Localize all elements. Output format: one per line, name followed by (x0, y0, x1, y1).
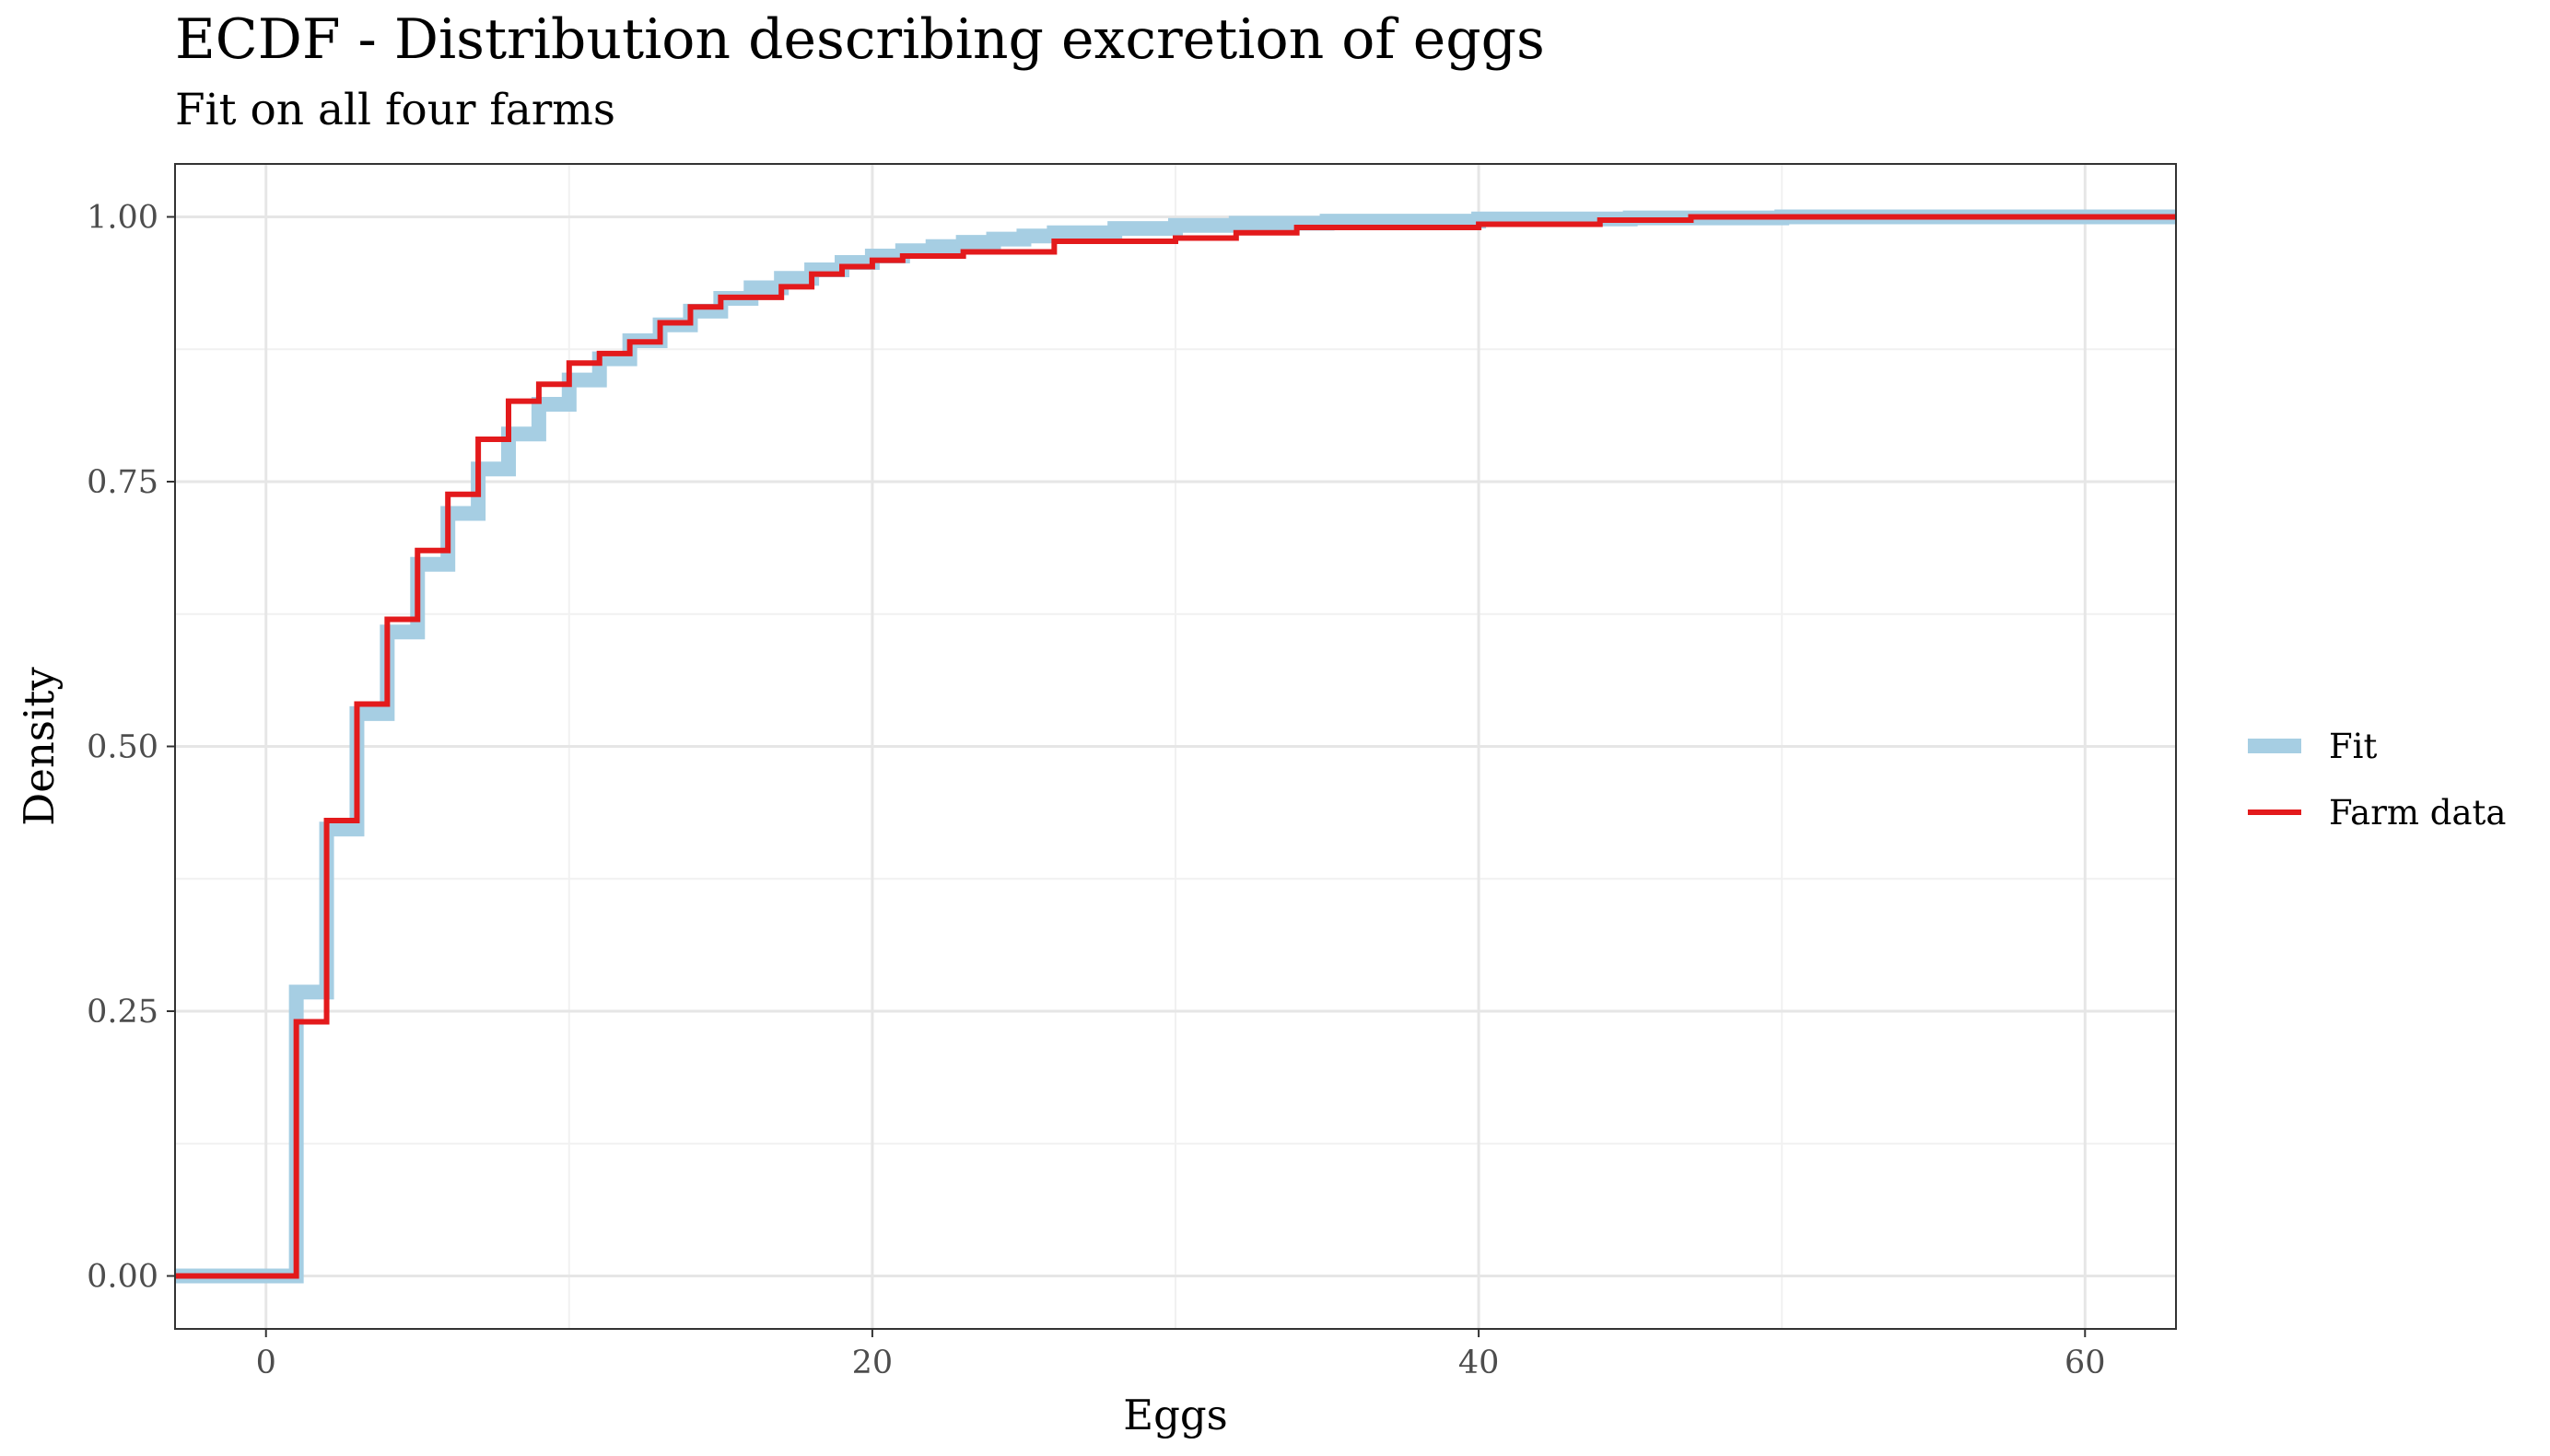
legend: Fit Farm data (2248, 727, 2506, 833)
chart-subtitle: Fit on all four farms (175, 85, 615, 135)
x-tick-label: 0 (256, 1345, 276, 1381)
legend-label: Farm data (2329, 793, 2506, 833)
chart-title: ECDF - Distribution describing excretion… (175, 7, 1545, 72)
y-axis: 0.00 0.25 0.50 0.75 1.00 (87, 200, 175, 1296)
y-tick-label: 0.25 (87, 994, 158, 1031)
x-tick-label: 60 (2065, 1345, 2106, 1381)
x-tick-label: 20 (852, 1345, 894, 1381)
y-axis-title: Density (15, 667, 64, 826)
y-tick-label: 1.00 (87, 200, 158, 237)
series-line-farm-data (175, 214, 2176, 1279)
series-layer (175, 209, 2176, 1284)
x-tick-label: 40 (1458, 1345, 1500, 1381)
y-tick-label: 0.75 (87, 464, 158, 501)
x-axis: 0 20 40 60 (256, 1329, 2106, 1381)
y-tick-label: 0.00 (87, 1259, 158, 1296)
x-axis-title: Eggs (1123, 1391, 1228, 1439)
legend-label: Fit (2329, 727, 2378, 766)
y-tick-label: 0.50 (87, 729, 158, 766)
series-line-fit (175, 209, 2176, 1284)
